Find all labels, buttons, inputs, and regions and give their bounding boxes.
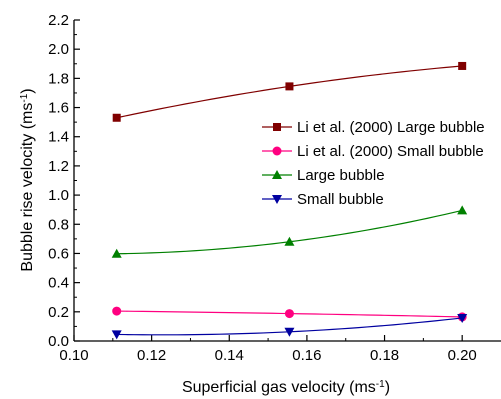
legend-marker: [272, 195, 282, 204]
data-point: [111, 248, 122, 258]
x-tick-label: 0.18: [370, 347, 399, 364]
legend-entry: Li et al. (2000) Small bubble: [262, 143, 484, 160]
y-tick-label: 0.0: [48, 333, 69, 350]
data-point: [112, 113, 121, 122]
data-point: [457, 313, 468, 323]
y-tick-label: 1.4: [48, 129, 69, 146]
x-axis-title: Superficial gas velocity (ms-1): [182, 379, 390, 397]
series-3: [111, 313, 468, 340]
legend-label: Li et al. (2000) Small bubble: [297, 143, 484, 160]
y-tick-label: 2.2: [48, 12, 69, 29]
series-line: [116, 65, 463, 119]
legend-marker: [273, 123, 281, 131]
legend-label: Large bubble: [297, 167, 385, 184]
y-tick-label: 1.0: [48, 187, 69, 204]
x-tick-label: 0.10: [59, 347, 88, 364]
legend-label: Li et al. (2000) Large bubble: [297, 119, 485, 136]
legend-entry: Large bubble: [262, 167, 385, 184]
data-point: [284, 327, 295, 337]
legend-entry: Li et al. (2000) Large bubble: [262, 119, 485, 136]
y-tick-label: 1.8: [48, 70, 69, 87]
y-tick-label: 0.6: [48, 245, 69, 262]
data-point: [111, 330, 122, 340]
y-tick-label: 2.0: [48, 41, 69, 58]
data-point: [458, 61, 467, 70]
series-1: [112, 306, 467, 322]
data-point: [112, 306, 122, 316]
y-axis-title-end: ): [19, 88, 36, 93]
y-tick-label: 0.2: [48, 304, 69, 321]
x-axis-title-base: Superficial gas velocity (ms: [182, 379, 376, 396]
x-tick-label: 0.20: [448, 347, 477, 364]
series-line: [116, 209, 463, 255]
y-axis-title-base: Bubble rise velocity (ms: [19, 103, 36, 272]
legend-entry: Small bubble: [262, 191, 384, 208]
y-tick-label: 1.2: [48, 158, 69, 175]
data-point: [457, 205, 468, 215]
legend-marker: [272, 170, 282, 179]
series-2: [111, 205, 468, 258]
legend-label: Small bubble: [297, 191, 384, 208]
data-point: [284, 309, 294, 319]
legend: Li et al. (2000) Large bubble Li et al. (…: [262, 119, 485, 208]
axes: 0.0 0.2 0.4 0.6 0.8 1.0 1.2 1.4 1.6 1.8 2.0 2.2 0.10…: [48, 12, 501, 364]
y-axis-title: Bubble rise velocity (ms-1): [19, 88, 37, 271]
y-tick-label: 0.4: [48, 275, 69, 292]
x-axis-title-end: ): [385, 379, 390, 396]
y-tick-label: 1.6: [48, 100, 69, 117]
data-point: [285, 82, 294, 91]
data-point: [284, 236, 295, 246]
x-tick-label: 0.12: [137, 347, 166, 364]
series-layer: [111, 61, 468, 340]
y-axis-title-sup: -1: [19, 93, 30, 102]
x-axis-title-sup: -1: [376, 379, 385, 390]
x-tick-label: 0.14: [215, 347, 244, 364]
legend-marker: [272, 146, 282, 156]
series-0: [112, 61, 467, 122]
x-tick-label: 0.16: [292, 347, 321, 364]
y-tick-label: 0.8: [48, 216, 69, 233]
